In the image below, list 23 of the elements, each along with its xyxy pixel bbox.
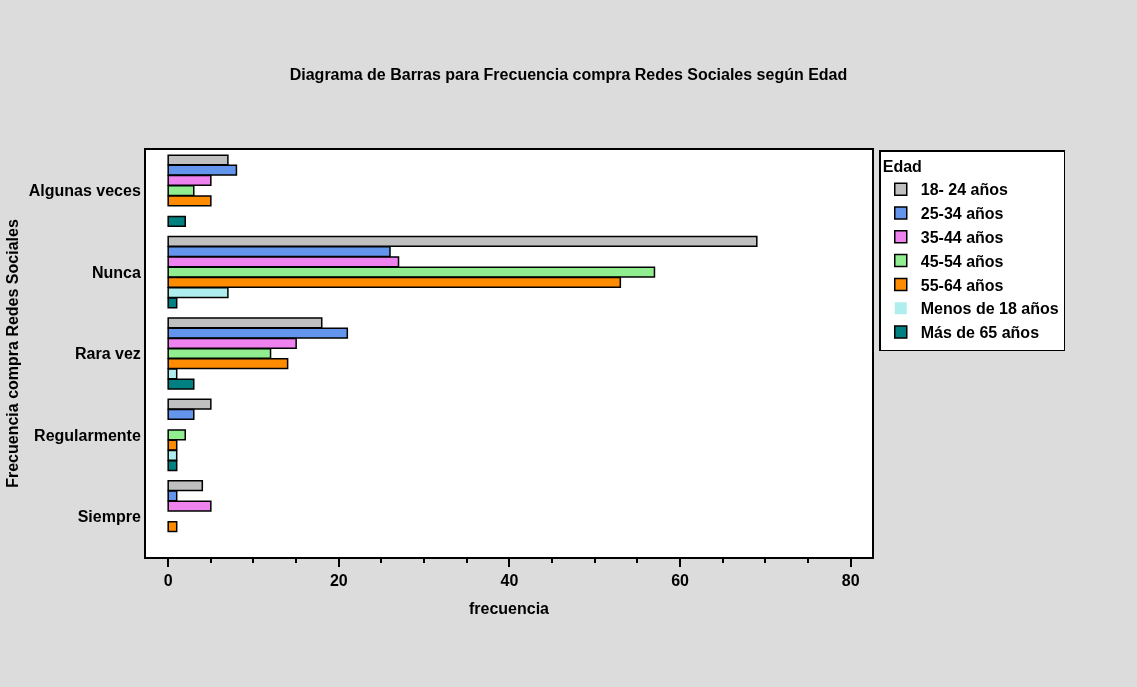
x-tick-label: 0 — [163, 572, 173, 590]
x-tick-label: 20 — [329, 572, 348, 590]
x-tick-label: 60 — [671, 572, 690, 590]
y-axis-title: Frecuencia compra Redes Sociales — [4, 219, 22, 488]
legend-label: 35-44 años — [920, 229, 1004, 247]
legend-label: Más de 65 años — [920, 324, 1040, 342]
chart-title: Diagrama de Barras para Frecuencia compra Redes Sociales según Edad — [289, 65, 848, 83]
legend-label: 18- 24 años — [920, 181, 1009, 199]
y-tick-label: Rara vez — [74, 345, 141, 363]
legend-title: Edad — [882, 158, 922, 176]
y-tick-label: Regularmente — [34, 426, 141, 444]
y-tick-label: Nunca — [91, 263, 141, 281]
legend-label: 55-64 años — [920, 276, 1004, 294]
bar — [167, 520, 178, 533]
x-tick-label: 40 — [500, 572, 519, 590]
legend-label: 25-34 años — [920, 205, 1004, 223]
x-tick-label: 80 — [841, 572, 860, 590]
x-axis-title: frecuencia — [468, 600, 550, 618]
y-tick-label: Algunas veces — [28, 182, 141, 200]
legend-label: Menos de 18 años — [920, 300, 1059, 318]
bar — [167, 215, 186, 228]
y-tick-label: Siempre — [77, 507, 141, 525]
legend-label: 45-54 años — [920, 252, 1004, 270]
